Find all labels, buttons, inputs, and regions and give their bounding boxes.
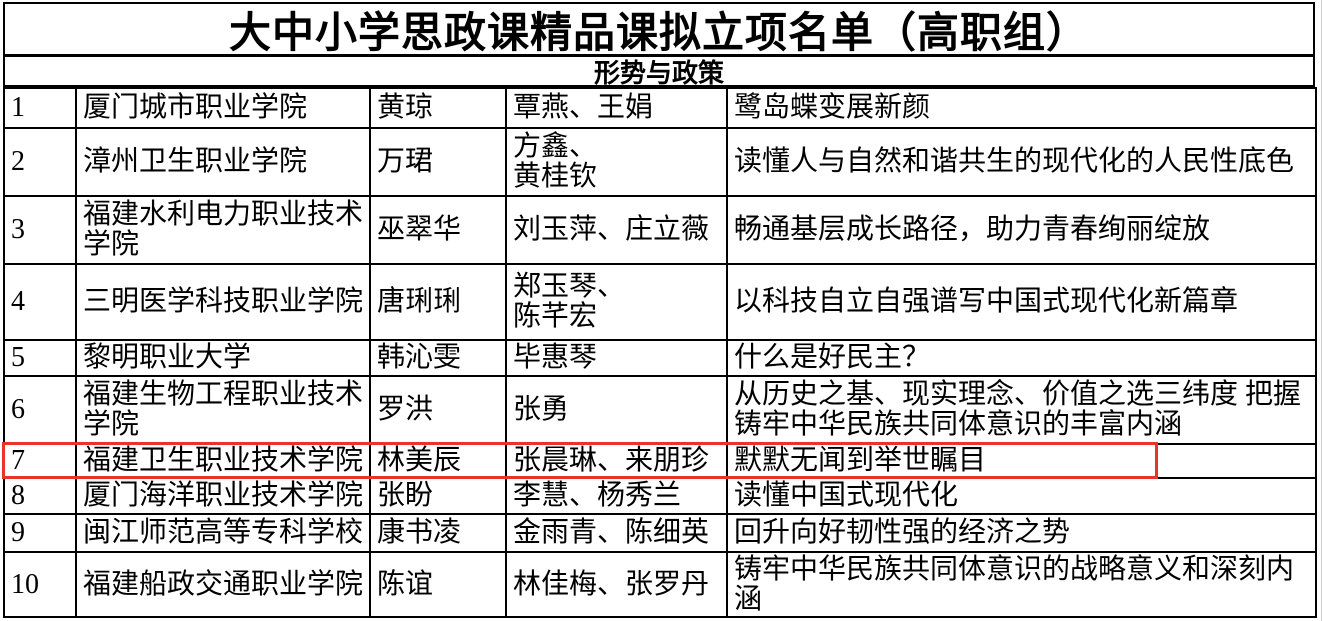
teacher-cell: 黄琼 bbox=[369, 87, 507, 129]
course-title-cell: 畅通基层成长路径，助力青春绚丽绽放 bbox=[726, 195, 1317, 265]
gridline-right-edge bbox=[1321, 0, 1322, 621]
school-cell: 福建船政交通职业学院 bbox=[75, 551, 371, 618]
project-table: 1 厦门城市职业学院 黄琼 覃燕、王娟 鹭岛蝶变展新颜 2 漳州卫生职业学院 万… bbox=[3, 87, 1317, 618]
table-frame: 大中小学思政课精品课拟立项名单（高职组） 形势与政策 1 厦门城市职业学院 黄琼… bbox=[3, 2, 1317, 618]
co-teachers-cell: 金雨青、陈细英 bbox=[505, 513, 728, 553]
teacher-cell: 张盼 bbox=[369, 477, 507, 515]
school-cell: 厦门城市职业学院 bbox=[75, 87, 371, 129]
teacher-cell: 林美辰 bbox=[369, 443, 507, 479]
course-title-cell: 默默无闻到举世瞩目 bbox=[726, 443, 1317, 479]
course-title-cell: 什么是好民主？ bbox=[726, 339, 1317, 377]
table-row-highlighted: 7 福建卫生职业技术学院 林美辰 张晨琳、来朋珍 默默无闻到举世瞩目 bbox=[3, 443, 1317, 479]
school-cell: 厦门海洋职业技术学院 bbox=[75, 477, 371, 515]
school-cell: 福建水利电力职业技术学院 bbox=[75, 195, 371, 265]
co-teachers-cell: 李慧、杨秀兰 bbox=[505, 477, 728, 515]
school-cell: 黎明职业大学 bbox=[75, 339, 371, 377]
table-row: 8 厦门海洋职业技术学院 张盼 李慧、杨秀兰 读懂中国式现代化 bbox=[3, 477, 1317, 515]
row-number-cell: 6 bbox=[3, 375, 77, 445]
table-row: 9 闽江师范高等专科学校 康书凌 金雨青、陈细英 回升向好韧性强的经济之势 bbox=[3, 513, 1317, 553]
table-row: 4 三明医学科技职业学院 唐琍琍 郑玉琴、 陈芊宏 以科技自立自强谱写中国式现代… bbox=[3, 263, 1317, 341]
teacher-cell: 康书凌 bbox=[369, 513, 507, 553]
co-teachers-cell: 郑玉琴、 陈芊宏 bbox=[505, 263, 728, 341]
table-row: 6 福建生物工程职业技术学院 罗洪 张勇 从历史之基、现实理念、价值之选三纬度 … bbox=[3, 375, 1317, 445]
co-teachers-cell: 毕惠琴 bbox=[505, 339, 728, 377]
course-title-cell: 以科技自立自强谱写中国式现代化新篇章 bbox=[726, 263, 1317, 341]
course-title-cell: 鹭岛蝶变展新颜 bbox=[726, 87, 1317, 129]
co-teachers-cell: 覃燕、王娟 bbox=[505, 87, 728, 129]
section-header: 形势与政策 bbox=[3, 57, 1315, 88]
teacher-cell: 韩沁雯 bbox=[369, 339, 507, 377]
teacher-cell: 巫翠华 bbox=[369, 195, 507, 265]
course-title-cell: 读懂人与自然和谐共生的现代化的人民性底色 bbox=[726, 127, 1317, 197]
school-cell: 福建卫生职业技术学院 bbox=[75, 443, 371, 479]
table-row: 5 黎明职业大学 韩沁雯 毕惠琴 什么是好民主？ bbox=[3, 339, 1317, 377]
course-title-cell: 从历史之基、现实理念、价值之选三纬度 把握铸牢中华民族共同体意识的丰富内涵 bbox=[726, 375, 1317, 445]
table-row: 10 福建船政交通职业学院 陈谊 林佳梅、张罗丹 铸牢中华民族共同体意识的战略意… bbox=[3, 551, 1317, 618]
row-number-cell: 7 bbox=[3, 443, 77, 479]
course-title-cell: 铸牢中华民族共同体意识的战略意义和深刻内涵 bbox=[726, 551, 1317, 618]
co-teachers-cell: 方鑫、 黄桂钦 bbox=[505, 127, 728, 197]
row-number-cell: 1 bbox=[3, 87, 77, 129]
school-cell: 闽江师范高等专科学校 bbox=[75, 513, 371, 553]
school-cell: 福建生物工程职业技术学院 bbox=[75, 375, 371, 445]
teacher-cell: 罗洪 bbox=[369, 375, 507, 445]
co-teachers-cell: 林佳梅、张罗丹 bbox=[505, 551, 728, 618]
course-title-cell: 读懂中国式现代化 bbox=[726, 477, 1317, 515]
page-title: 大中小学思政课精品课拟立项名单（高职组） bbox=[3, 2, 1315, 57]
row-number-cell: 8 bbox=[3, 477, 77, 515]
table-row: 3 福建水利电力职业技术学院 巫翠华 刘玉萍、庄立薇 畅通基层成长路径，助力青春… bbox=[3, 195, 1317, 265]
teacher-cell: 陈谊 bbox=[369, 551, 507, 618]
row-number-cell: 3 bbox=[3, 195, 77, 265]
co-teachers-cell: 刘玉萍、庄立薇 bbox=[505, 195, 728, 265]
table-row: 2 漳州卫生职业学院 万珺 方鑫、 黄桂钦 读懂人与自然和谐共生的现代化的人民性… bbox=[3, 127, 1317, 197]
table-row: 1 厦门城市职业学院 黄琼 覃燕、王娟 鹭岛蝶变展新颜 bbox=[3, 87, 1317, 129]
teacher-cell: 唐琍琍 bbox=[369, 263, 507, 341]
co-teachers-cell: 张勇 bbox=[505, 375, 728, 445]
row-number-cell: 5 bbox=[3, 339, 77, 377]
teacher-cell: 万珺 bbox=[369, 127, 507, 197]
row-number-cell: 10 bbox=[3, 551, 77, 618]
row-number-cell: 9 bbox=[3, 513, 77, 553]
school-cell: 三明医学科技职业学院 bbox=[75, 263, 371, 341]
school-cell: 漳州卫生职业学院 bbox=[75, 127, 371, 197]
row-number-cell: 4 bbox=[3, 263, 77, 341]
co-teachers-cell: 张晨琳、来朋珍 bbox=[505, 443, 728, 479]
course-title-cell: 回升向好韧性强的经济之势 bbox=[726, 513, 1317, 553]
row-number-cell: 2 bbox=[3, 127, 77, 197]
